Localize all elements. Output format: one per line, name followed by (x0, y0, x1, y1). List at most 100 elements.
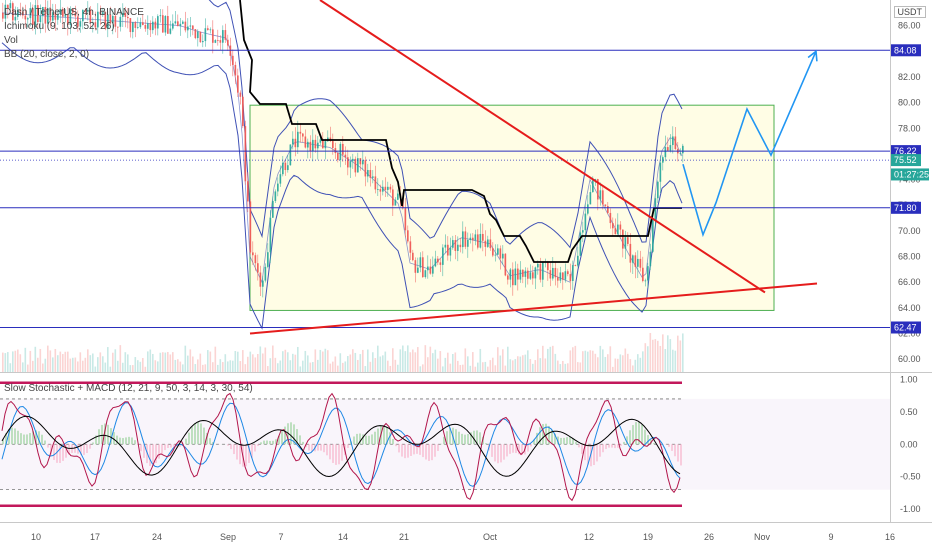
oscillator-pane[interactable] (0, 381, 890, 508)
candle-body (424, 270, 427, 278)
candle-body (367, 170, 369, 177)
volume-bar (384, 351, 387, 372)
volume-bar (134, 357, 137, 372)
price-tag[interactable] (891, 44, 921, 57)
indicator-volume[interactable]: Vol (4, 35, 18, 46)
macd-histogram-bar (104, 423, 106, 445)
volume-bar (379, 356, 382, 372)
macd-histogram-bar (74, 444, 76, 453)
price-tag[interactable] (891, 154, 921, 167)
candle-body (212, 29, 214, 43)
macd-histogram-bar (443, 436, 445, 445)
oscillator-tick-label: -0.50 (900, 472, 921, 482)
macd-histogram-bar (56, 444, 58, 463)
candle-body (432, 266, 434, 274)
macd-histogram-bar (278, 435, 280, 445)
volume-bar (72, 357, 74, 372)
price-tag[interactable] (891, 201, 921, 214)
volume-bar (479, 348, 482, 372)
volume-bar (619, 354, 622, 372)
price-tag-label: 62.47 (894, 322, 917, 332)
candle-body (182, 21, 184, 24)
macd-histogram-bar (461, 433, 463, 445)
macd-histogram-bar (392, 438, 394, 445)
volume-bar (224, 354, 227, 372)
volume-bar (227, 361, 229, 372)
macd-histogram-bar (53, 444, 55, 460)
volume-bar (389, 365, 392, 372)
macd-histogram-bar (128, 436, 130, 445)
candle-body (419, 257, 422, 268)
macd-histogram-bar (593, 444, 595, 465)
price-axis[interactable]: 86.0084.0082.0080.0078.0076.0074.0072.00… (891, 21, 929, 365)
volume-bar (172, 352, 174, 372)
candle-body (152, 21, 154, 31)
macd-histogram-bar (41, 434, 43, 445)
volume-bar (534, 360, 537, 372)
volume-bar (232, 360, 234, 372)
candle-body (567, 271, 569, 275)
trendline-ascending[interactable] (249, 282, 818, 335)
macd-histogram-bar (404, 444, 406, 459)
candle-body (559, 272, 562, 281)
volume-bar (372, 352, 374, 372)
volume-bar (494, 365, 497, 372)
volume-bar (317, 359, 319, 372)
macd-histogram-bar (299, 435, 301, 445)
candle-body (42, 6, 44, 16)
price-tag[interactable] (891, 168, 929, 181)
candle-body (94, 22, 97, 28)
indicator-ichimoku[interactable]: Ichimoku (9, 103, 52, 26) (4, 21, 115, 32)
macd-histogram-bar (164, 444, 166, 451)
volume-bar (214, 346, 217, 372)
volume-bar (442, 366, 444, 372)
candle-body (312, 139, 314, 152)
candle-body (317, 142, 319, 149)
candle-body (337, 153, 339, 160)
volume-bar (319, 349, 322, 372)
price-tag[interactable] (891, 321, 921, 334)
trendline-descending[interactable] (319, 0, 766, 294)
currency-badge[interactable]: USDT (893, 6, 926, 18)
volume-bar (612, 366, 614, 372)
volume-bar (459, 364, 462, 372)
volume-bar (622, 355, 624, 372)
candle-body (517, 268, 519, 280)
volume-bar (354, 352, 357, 372)
indicator-bollinger[interactable]: BB (20, close, 2, 0) (4, 49, 90, 60)
stochastic-d-line (1, 402, 681, 487)
candle-body (599, 190, 602, 200)
volume-bar (262, 353, 264, 372)
candle-body (147, 23, 149, 29)
macd-histogram-bar (422, 444, 424, 458)
macd-histogram-bar (308, 444, 310, 451)
candle-body (569, 274, 572, 281)
volume-bar (12, 351, 14, 372)
volume-bar (277, 363, 279, 372)
macd-histogram-bar (254, 444, 256, 452)
candle-body (322, 139, 324, 149)
candle-body (332, 141, 334, 149)
volume-bar (387, 360, 389, 372)
candle-body (102, 12, 104, 15)
candle-body (394, 199, 397, 206)
volume-bar (229, 360, 232, 372)
macd-histogram-bar (179, 444, 181, 447)
macd-histogram-bar (320, 444, 322, 451)
oscillator-tick-label: -1.00 (900, 504, 921, 514)
time-tick-label: 26 (704, 532, 714, 542)
candle-body (392, 189, 394, 206)
macd-histogram-bar (557, 436, 559, 445)
volume-bar (47, 345, 49, 372)
oscillator-axis[interactable]: 1.00 0.50 0.00 -0.50 -1.00 (900, 374, 921, 514)
time-axis[interactable]: 10 17 24 Sep 7 14 21 Oct 12 19 26 Nov 9 16 (31, 532, 895, 542)
candle-body (512, 269, 514, 286)
candle-body (627, 237, 629, 244)
projection-path[interactable] (682, 50, 817, 238)
macd-histogram-bar (575, 441, 577, 445)
macd-histogram-bar (38, 431, 40, 445)
volume-bar (84, 357, 87, 372)
oscillator-title[interactable]: Slow Stochastic + MACD (12, 21, 9, 50, 3… (4, 383, 253, 394)
volume-bar (649, 332, 652, 372)
